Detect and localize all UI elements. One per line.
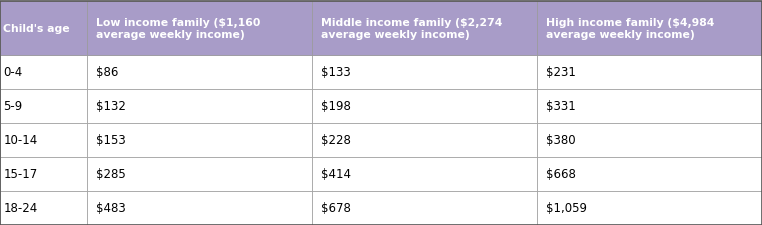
Bar [87,56,312,90]
Text: 15-17: 15-17 [4,168,38,181]
Text: $132: $132 [96,100,126,113]
Bar [312,90,537,124]
Bar [312,2,537,56]
Text: $1,059: $1,059 [546,202,587,215]
Text: $86: $86 [96,66,118,79]
Text: Child's age: Child's age [4,24,70,34]
Text: $231: $231 [546,66,576,79]
Text: $133: $133 [321,66,351,79]
Text: 0-4: 0-4 [4,66,23,79]
Bar [87,124,312,157]
Bar [537,2,762,56]
Bar [537,90,762,124]
Text: Low income family ($1,160
average weekly income): Low income family ($1,160 average weekly… [96,18,261,40]
Text: $380: $380 [546,134,575,147]
Text: $285: $285 [96,168,126,181]
Text: $153: $153 [96,134,126,147]
Bar [87,2,312,56]
Text: 18-24: 18-24 [4,202,38,215]
Bar [87,157,312,191]
Text: Middle income family ($2,274
average weekly income): Middle income family ($2,274 average wee… [321,18,502,40]
Text: 10-14: 10-14 [4,134,38,147]
Bar [312,157,537,191]
Bar [87,90,312,124]
Bar [312,56,537,90]
Text: 5-9: 5-9 [4,100,23,113]
Text: $414: $414 [321,168,351,181]
Bar [0,56,87,90]
Bar [537,56,762,90]
Text: $198: $198 [321,100,351,113]
Bar [312,124,537,157]
Bar [312,191,537,225]
Bar [537,157,762,191]
Bar [87,191,312,225]
Text: $678: $678 [321,202,351,215]
Text: $483: $483 [96,202,126,215]
Bar [537,191,762,225]
Bar [537,124,762,157]
Bar [0,2,87,56]
Text: High income family ($4,984
average weekly income): High income family ($4,984 average weekl… [546,18,714,40]
Text: $331: $331 [546,100,576,113]
Text: $668: $668 [546,168,576,181]
Bar [0,124,87,157]
Bar [0,157,87,191]
Text: $228: $228 [321,134,351,147]
Bar [0,191,87,225]
Bar [0,90,87,124]
